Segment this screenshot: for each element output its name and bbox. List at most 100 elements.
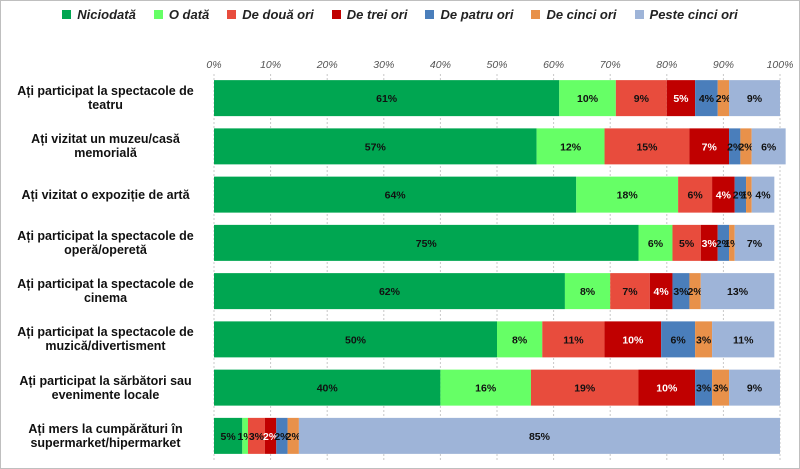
bar-segment xyxy=(298,417,780,454)
bar-segment xyxy=(740,128,752,165)
category-label-line: evenimente locale xyxy=(51,387,160,402)
x-tick-label: 20% xyxy=(316,59,338,71)
bar-segment xyxy=(695,80,718,117)
category-label-line: teatru xyxy=(88,98,123,113)
data-label: 19% xyxy=(574,383,596,395)
bar-segment xyxy=(214,128,537,165)
data-label: 4% xyxy=(654,286,670,298)
category-label-line: Ați mers la cumpărături în xyxy=(28,421,183,436)
legend-item: Niciodată xyxy=(62,7,136,22)
data-label: 4% xyxy=(755,190,771,202)
category-label-line: Ați participat la spectacole de xyxy=(17,228,194,243)
data-label: 15% xyxy=(636,141,658,153)
bar-segment xyxy=(689,273,701,310)
x-tick-label: 100% xyxy=(767,59,794,71)
data-label: 5% xyxy=(679,238,695,250)
bar-segment xyxy=(695,321,713,358)
bar-segment xyxy=(242,417,248,454)
x-tick-label: 10% xyxy=(260,59,281,71)
x-tick-label: 70% xyxy=(600,59,621,71)
legend-label: Niciodată xyxy=(77,7,136,22)
category-label: Ați participat la spectacole de muzică/di… xyxy=(8,325,203,353)
bar-segment xyxy=(604,321,662,358)
bar-segment xyxy=(729,369,780,406)
legend-swatch xyxy=(425,10,435,19)
legend-label: O dată xyxy=(168,7,210,22)
bar-segment xyxy=(729,80,780,117)
category-label-line: Ați participat la sărbători sau xyxy=(19,373,192,388)
bar-segment xyxy=(530,369,639,406)
bar-segment xyxy=(440,369,531,406)
legend-item: De trei ori xyxy=(331,7,407,22)
data-label: 6% xyxy=(761,141,777,153)
data-label: 4% xyxy=(699,93,715,105)
bar-segment xyxy=(214,224,639,261)
legend-swatch xyxy=(331,10,341,19)
data-label: 62% xyxy=(379,286,401,298)
bar-segment xyxy=(610,273,650,310)
data-label: 6% xyxy=(671,334,687,346)
legend-swatch xyxy=(227,10,237,19)
data-label: 40% xyxy=(317,383,339,395)
data-label: 6% xyxy=(648,238,664,250)
category-label-line: supermarket/hipermarket xyxy=(30,435,181,450)
bar-segment xyxy=(536,128,605,165)
bar-segment xyxy=(576,176,679,213)
data-label: 9% xyxy=(747,383,763,395)
x-tick-label: 0% xyxy=(206,59,221,71)
data-label: 85% xyxy=(529,431,551,443)
data-label: 50% xyxy=(345,334,367,346)
category-label: Ați participat la spectacole de operă/ope… xyxy=(8,229,203,257)
bar-segment xyxy=(497,321,543,358)
bar-segment xyxy=(649,273,673,310)
data-label: 10% xyxy=(577,93,599,105)
bar-segment xyxy=(214,176,577,213)
data-label: 18% xyxy=(617,190,639,202)
data-label: 6% xyxy=(688,190,704,202)
x-tick-label: 80% xyxy=(656,59,677,71)
bar-segment xyxy=(695,369,713,406)
legend-item: De două ori xyxy=(227,7,314,22)
bar-segment xyxy=(615,80,667,117)
legend-swatch xyxy=(153,10,163,19)
bar-segment xyxy=(276,417,288,454)
bar-segment xyxy=(264,417,277,454)
bar-segment xyxy=(542,321,605,358)
bar-segment xyxy=(751,176,775,213)
data-label: 12% xyxy=(560,141,582,153)
category-label: Ați vizitat o expoziție de artă xyxy=(8,188,203,202)
bar-segment xyxy=(638,224,673,261)
bar-segment xyxy=(734,176,747,213)
data-label: 64% xyxy=(385,190,407,202)
data-label: 75% xyxy=(416,238,438,250)
bar-segment xyxy=(559,80,616,117)
bar-segment xyxy=(214,369,441,406)
category-label-line: operă/operetă xyxy=(64,242,147,257)
data-label: 3% xyxy=(696,334,712,346)
bar-segment xyxy=(678,176,713,213)
legend-swatch xyxy=(634,10,644,19)
bar-segment xyxy=(717,224,730,261)
data-label: 2% xyxy=(733,190,749,202)
bar-segment xyxy=(712,321,775,358)
data-label: 3% xyxy=(713,383,729,395)
legend-item: De cinci ori xyxy=(531,7,617,22)
data-label: 2% xyxy=(263,431,279,443)
category-label: Ați participat la spectacole de cinema xyxy=(8,277,203,305)
bar-segment xyxy=(247,417,265,454)
bar-segment xyxy=(564,273,611,310)
bar-segment xyxy=(751,128,786,165)
bar-segment xyxy=(700,224,718,261)
bar-segment xyxy=(661,321,696,358)
bar-segment xyxy=(729,224,735,261)
data-label: 11% xyxy=(563,334,584,346)
data-label: 2% xyxy=(716,238,732,250)
bar-segment xyxy=(672,273,690,310)
x-tick-label: 50% xyxy=(486,59,507,71)
data-label: 2% xyxy=(274,431,290,443)
data-label: 10% xyxy=(622,334,644,346)
data-label: 2% xyxy=(688,286,704,298)
legend: Niciodată O dată De două ori De trei ori De … xyxy=(0,7,800,22)
legend-swatch xyxy=(62,10,72,19)
